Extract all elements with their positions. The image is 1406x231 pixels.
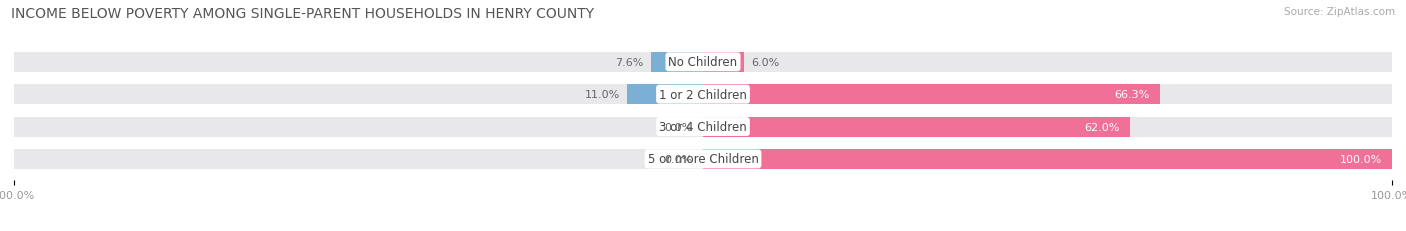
Text: No Children: No Children [668,56,738,69]
Bar [703,52,744,73]
Bar [14,85,703,105]
Text: 5 or more Children: 5 or more Children [648,153,758,166]
Bar [703,85,1392,105]
Text: 0.0%: 0.0% [665,122,693,132]
Text: Source: ZipAtlas.com: Source: ZipAtlas.com [1284,7,1395,17]
Text: 6.0%: 6.0% [751,58,779,67]
Bar [703,85,1160,105]
Bar [14,52,703,73]
Bar [703,117,1130,137]
Bar [14,149,703,169]
Text: 3 or 4 Children: 3 or 4 Children [659,121,747,134]
Bar [703,117,1392,137]
Text: 1 or 2 Children: 1 or 2 Children [659,88,747,101]
Bar [703,149,1392,169]
Bar [651,52,703,73]
Bar [703,52,1392,73]
Bar [14,117,703,137]
Bar [703,149,1392,169]
Legend: Single Father, Single Mother: Single Father, Single Mother [592,228,814,231]
Text: 100.0%: 100.0% [1340,154,1382,164]
Bar [627,85,703,105]
Text: 66.3%: 66.3% [1114,90,1150,100]
Text: INCOME BELOW POVERTY AMONG SINGLE-PARENT HOUSEHOLDS IN HENRY COUNTY: INCOME BELOW POVERTY AMONG SINGLE-PARENT… [11,7,595,21]
Text: 7.6%: 7.6% [616,58,644,67]
Text: 62.0%: 62.0% [1084,122,1119,132]
Text: 11.0%: 11.0% [585,90,620,100]
Text: 0.0%: 0.0% [665,154,693,164]
